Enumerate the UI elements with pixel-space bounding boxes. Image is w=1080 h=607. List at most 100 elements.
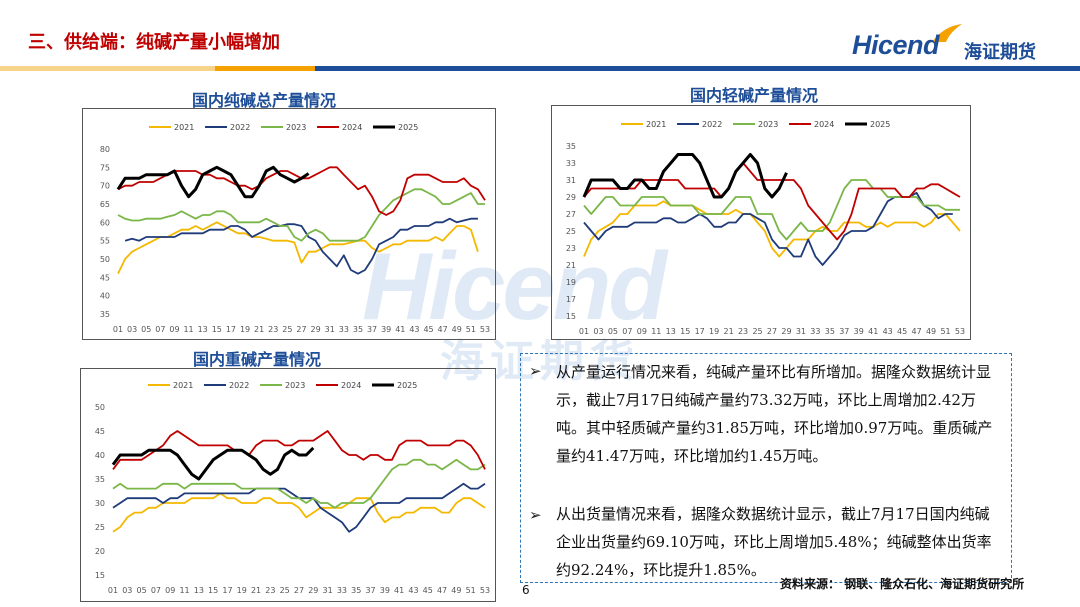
y-tick-label: 35 xyxy=(100,310,110,319)
y-tick-label: 45 xyxy=(95,427,105,436)
x-tick-label: 53 xyxy=(480,325,490,334)
y-tick-label: 40 xyxy=(100,292,110,301)
x-tick-label: 33 xyxy=(337,586,347,595)
x-tick-label: 39 xyxy=(381,325,391,334)
x-tick-label: 29 xyxy=(308,586,318,595)
x-tick-label: 09 xyxy=(637,327,647,336)
y-tick-label: 27 xyxy=(566,210,576,219)
legend-label-2023: 2023 xyxy=(286,123,306,132)
y-tick-label: 40 xyxy=(95,451,105,460)
legend-label-2024: 2024 xyxy=(814,120,834,129)
y-tick-label: 33 xyxy=(566,159,576,168)
chart-heavy-production: 2021 2022 2023 2024 2025 15 20 25 30 35 40 45 50 01 03… xyxy=(80,368,496,602)
x-tick-label: 33 xyxy=(339,325,349,334)
x-tick-label: 51 xyxy=(940,327,950,336)
y-tick-label: 25 xyxy=(95,523,105,532)
y-tick-label: 70 xyxy=(100,182,110,191)
x-tick-label: 21 xyxy=(724,327,734,336)
x-tick-label: 37 xyxy=(839,327,849,336)
x-tick-label: 49 xyxy=(452,325,462,334)
x-tick-label: 35 xyxy=(353,325,363,334)
x-tick-label: 29 xyxy=(311,325,321,334)
x-tick-label: 01 xyxy=(113,325,123,334)
legend-label-2023: 2023 xyxy=(285,381,305,390)
series-line-2024 xyxy=(117,166,486,216)
x-tick-label: 03 xyxy=(122,586,132,595)
series-line-2024 xyxy=(583,162,961,241)
x-tick-label: 07 xyxy=(151,586,161,595)
x-tick-label: 09 xyxy=(169,325,179,334)
x-tick-label: 49 xyxy=(926,327,936,336)
x-tick-label: 07 xyxy=(155,325,165,334)
legend-label-2022: 2022 xyxy=(229,381,249,390)
y-tick-label: 80 xyxy=(100,145,110,154)
x-tick-label: 47 xyxy=(438,325,448,334)
x-tick-label: 45 xyxy=(423,586,433,595)
y-tick-label: 25 xyxy=(566,227,576,236)
data-source: 资料来源： 钢联、隆众石化、海证期货研究所 xyxy=(780,577,1025,591)
x-tick-label: 31 xyxy=(325,325,335,334)
page-title: 三、供给端：纯碱产量小幅增加 xyxy=(28,32,280,53)
y-tick-label: 15 xyxy=(95,571,105,580)
y-tick-label: 19 xyxy=(566,278,576,287)
chart-light-production: 2021 2022 2023 2024 2025 15 17 19 21 23 25 27 29 31 33… xyxy=(551,105,971,340)
brand-logo-cn: 海证期货 xyxy=(964,42,1036,63)
y-tick-label: 17 xyxy=(566,295,576,304)
legend-label-2023: 2023 xyxy=(758,120,778,129)
x-tick-label: 27 xyxy=(767,327,777,336)
x-tick-label: 33 xyxy=(810,327,820,336)
x-tick-label: 43 xyxy=(409,325,419,334)
x-tick-label: 17 xyxy=(226,325,236,334)
x-tick-label: 35 xyxy=(351,586,361,595)
x-tick-label: 11 xyxy=(651,327,661,336)
x-tick-label: 01 xyxy=(108,586,118,595)
y-tick-label: 75 xyxy=(100,163,110,172)
x-tick-label: 19 xyxy=(237,586,247,595)
series-line-2025 xyxy=(111,446,315,481)
x-tick-label: 23 xyxy=(268,325,278,334)
x-tick-label: 41 xyxy=(394,586,404,595)
y-tick-label: 31 xyxy=(566,176,576,185)
legend-label-2025: 2025 xyxy=(870,120,890,129)
x-tick-label: 17 xyxy=(222,586,232,595)
legend-label-2021: 2021 xyxy=(174,123,194,132)
legend-label-2025: 2025 xyxy=(397,381,417,390)
x-tick-label: 35 xyxy=(825,327,835,336)
x-tick-label: 15 xyxy=(680,327,690,336)
x-tick-label: 53 xyxy=(480,586,490,595)
x-tick-label: 53 xyxy=(955,327,965,336)
legend-label-2022: 2022 xyxy=(702,120,722,129)
x-tick-label: 03 xyxy=(127,325,137,334)
x-tick-label: 07 xyxy=(622,327,632,336)
x-tick-label: 13 xyxy=(194,586,204,595)
y-tick-label: 35 xyxy=(566,142,576,151)
x-tick-label: 05 xyxy=(608,327,618,336)
x-tick-label: 05 xyxy=(141,325,151,334)
legend-label-2021: 2021 xyxy=(173,381,193,390)
y-tick-label: 50 xyxy=(100,255,110,264)
series-line-2021 xyxy=(117,221,479,275)
y-tick-label: 23 xyxy=(566,244,576,253)
page-number: 6 xyxy=(522,583,530,597)
x-tick-label: 25 xyxy=(280,586,290,595)
x-tick-label: 41 xyxy=(868,327,878,336)
y-tick-label: 20 xyxy=(95,547,105,556)
legend-label-2025: 2025 xyxy=(398,123,418,132)
x-tick-label: 15 xyxy=(212,325,222,334)
y-tick-label: 35 xyxy=(95,475,105,484)
x-tick-label: 49 xyxy=(451,586,461,595)
y-tick-label: 30 xyxy=(95,499,105,508)
x-tick-label: 13 xyxy=(198,325,208,334)
x-tick-label: 51 xyxy=(466,325,476,334)
x-tick-label: 25 xyxy=(752,327,762,336)
chart-total-svg: 2021 2022 2023 2024 2025 35 40 45 50 55 60 65 70 75 80… xyxy=(100,123,490,334)
x-tick-label: 09 xyxy=(165,586,175,595)
series-line-2023 xyxy=(112,458,486,509)
chart-title-light: 国内轻碱产量情况 xyxy=(690,86,819,105)
x-tick-label: 13 xyxy=(666,327,676,336)
series-line-2022 xyxy=(583,191,953,266)
series-line-2022 xyxy=(124,217,478,275)
x-tick-label: 37 xyxy=(367,325,377,334)
legend-label-2021: 2021 xyxy=(646,120,666,129)
legend-label-2024: 2024 xyxy=(342,123,362,132)
